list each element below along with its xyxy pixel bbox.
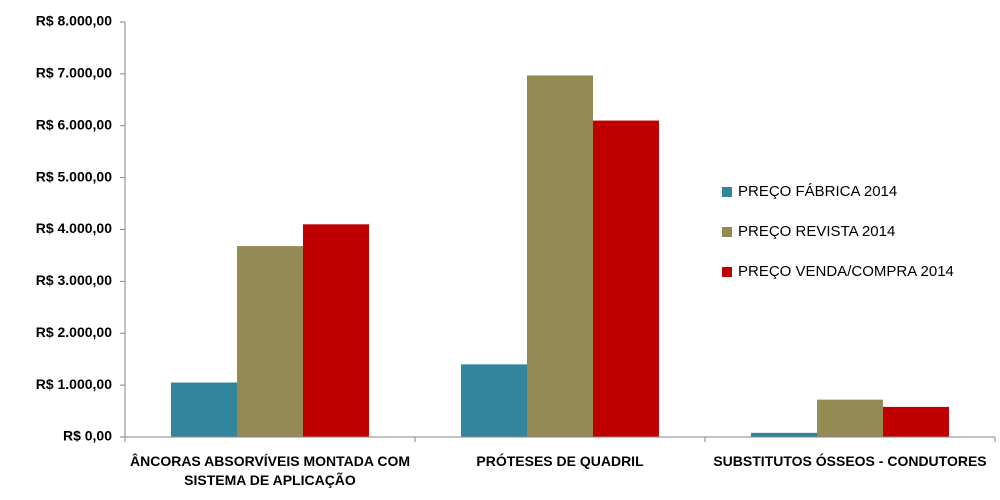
bar <box>883 406 949 437</box>
bar <box>171 382 237 437</box>
y-tick-label: R$ 8.000,00 <box>36 13 112 29</box>
y-tick-label: R$ 5.000,00 <box>36 168 112 184</box>
bar <box>303 224 369 437</box>
x-tick-label: ÂNCORAS ABSORVÍVEIS MONTADA COM SISTEMA … <box>129 453 410 488</box>
legend-label: PREÇO FÁBRICA 2014 <box>738 183 897 200</box>
legend-label: PREÇO REVISTA 2014 <box>738 223 895 240</box>
bar <box>461 364 527 437</box>
y-tick-label: R$ 2.000,00 <box>36 324 112 340</box>
legend-label: PREÇO VENDA/COMPRA 2014 <box>738 263 954 280</box>
y-tick-label: R$ 3.000,00 <box>36 272 112 288</box>
legend-swatch <box>722 187 732 197</box>
y-tick-label: R$ 4.000,00 <box>36 220 112 236</box>
bar <box>593 120 659 437</box>
y-tick-label: R$ 6.000,00 <box>36 116 112 132</box>
y-tick-label: R$ 0,00 <box>63 428 112 444</box>
legend-swatch <box>722 227 732 237</box>
y-tick-label: R$ 7.000,00 <box>36 65 112 81</box>
y-tick-label: R$ 1.000,00 <box>36 376 112 392</box>
bar <box>751 432 817 437</box>
bar <box>527 75 593 438</box>
bar <box>817 399 883 437</box>
legend-swatch <box>722 267 732 277</box>
bar <box>237 246 303 437</box>
x-tick-label: PRÓTESES DE QUADRIL <box>476 453 644 469</box>
x-tick-label: SUBSTITUTOS ÓSSEOS - CONDUTORES <box>713 453 987 469</box>
